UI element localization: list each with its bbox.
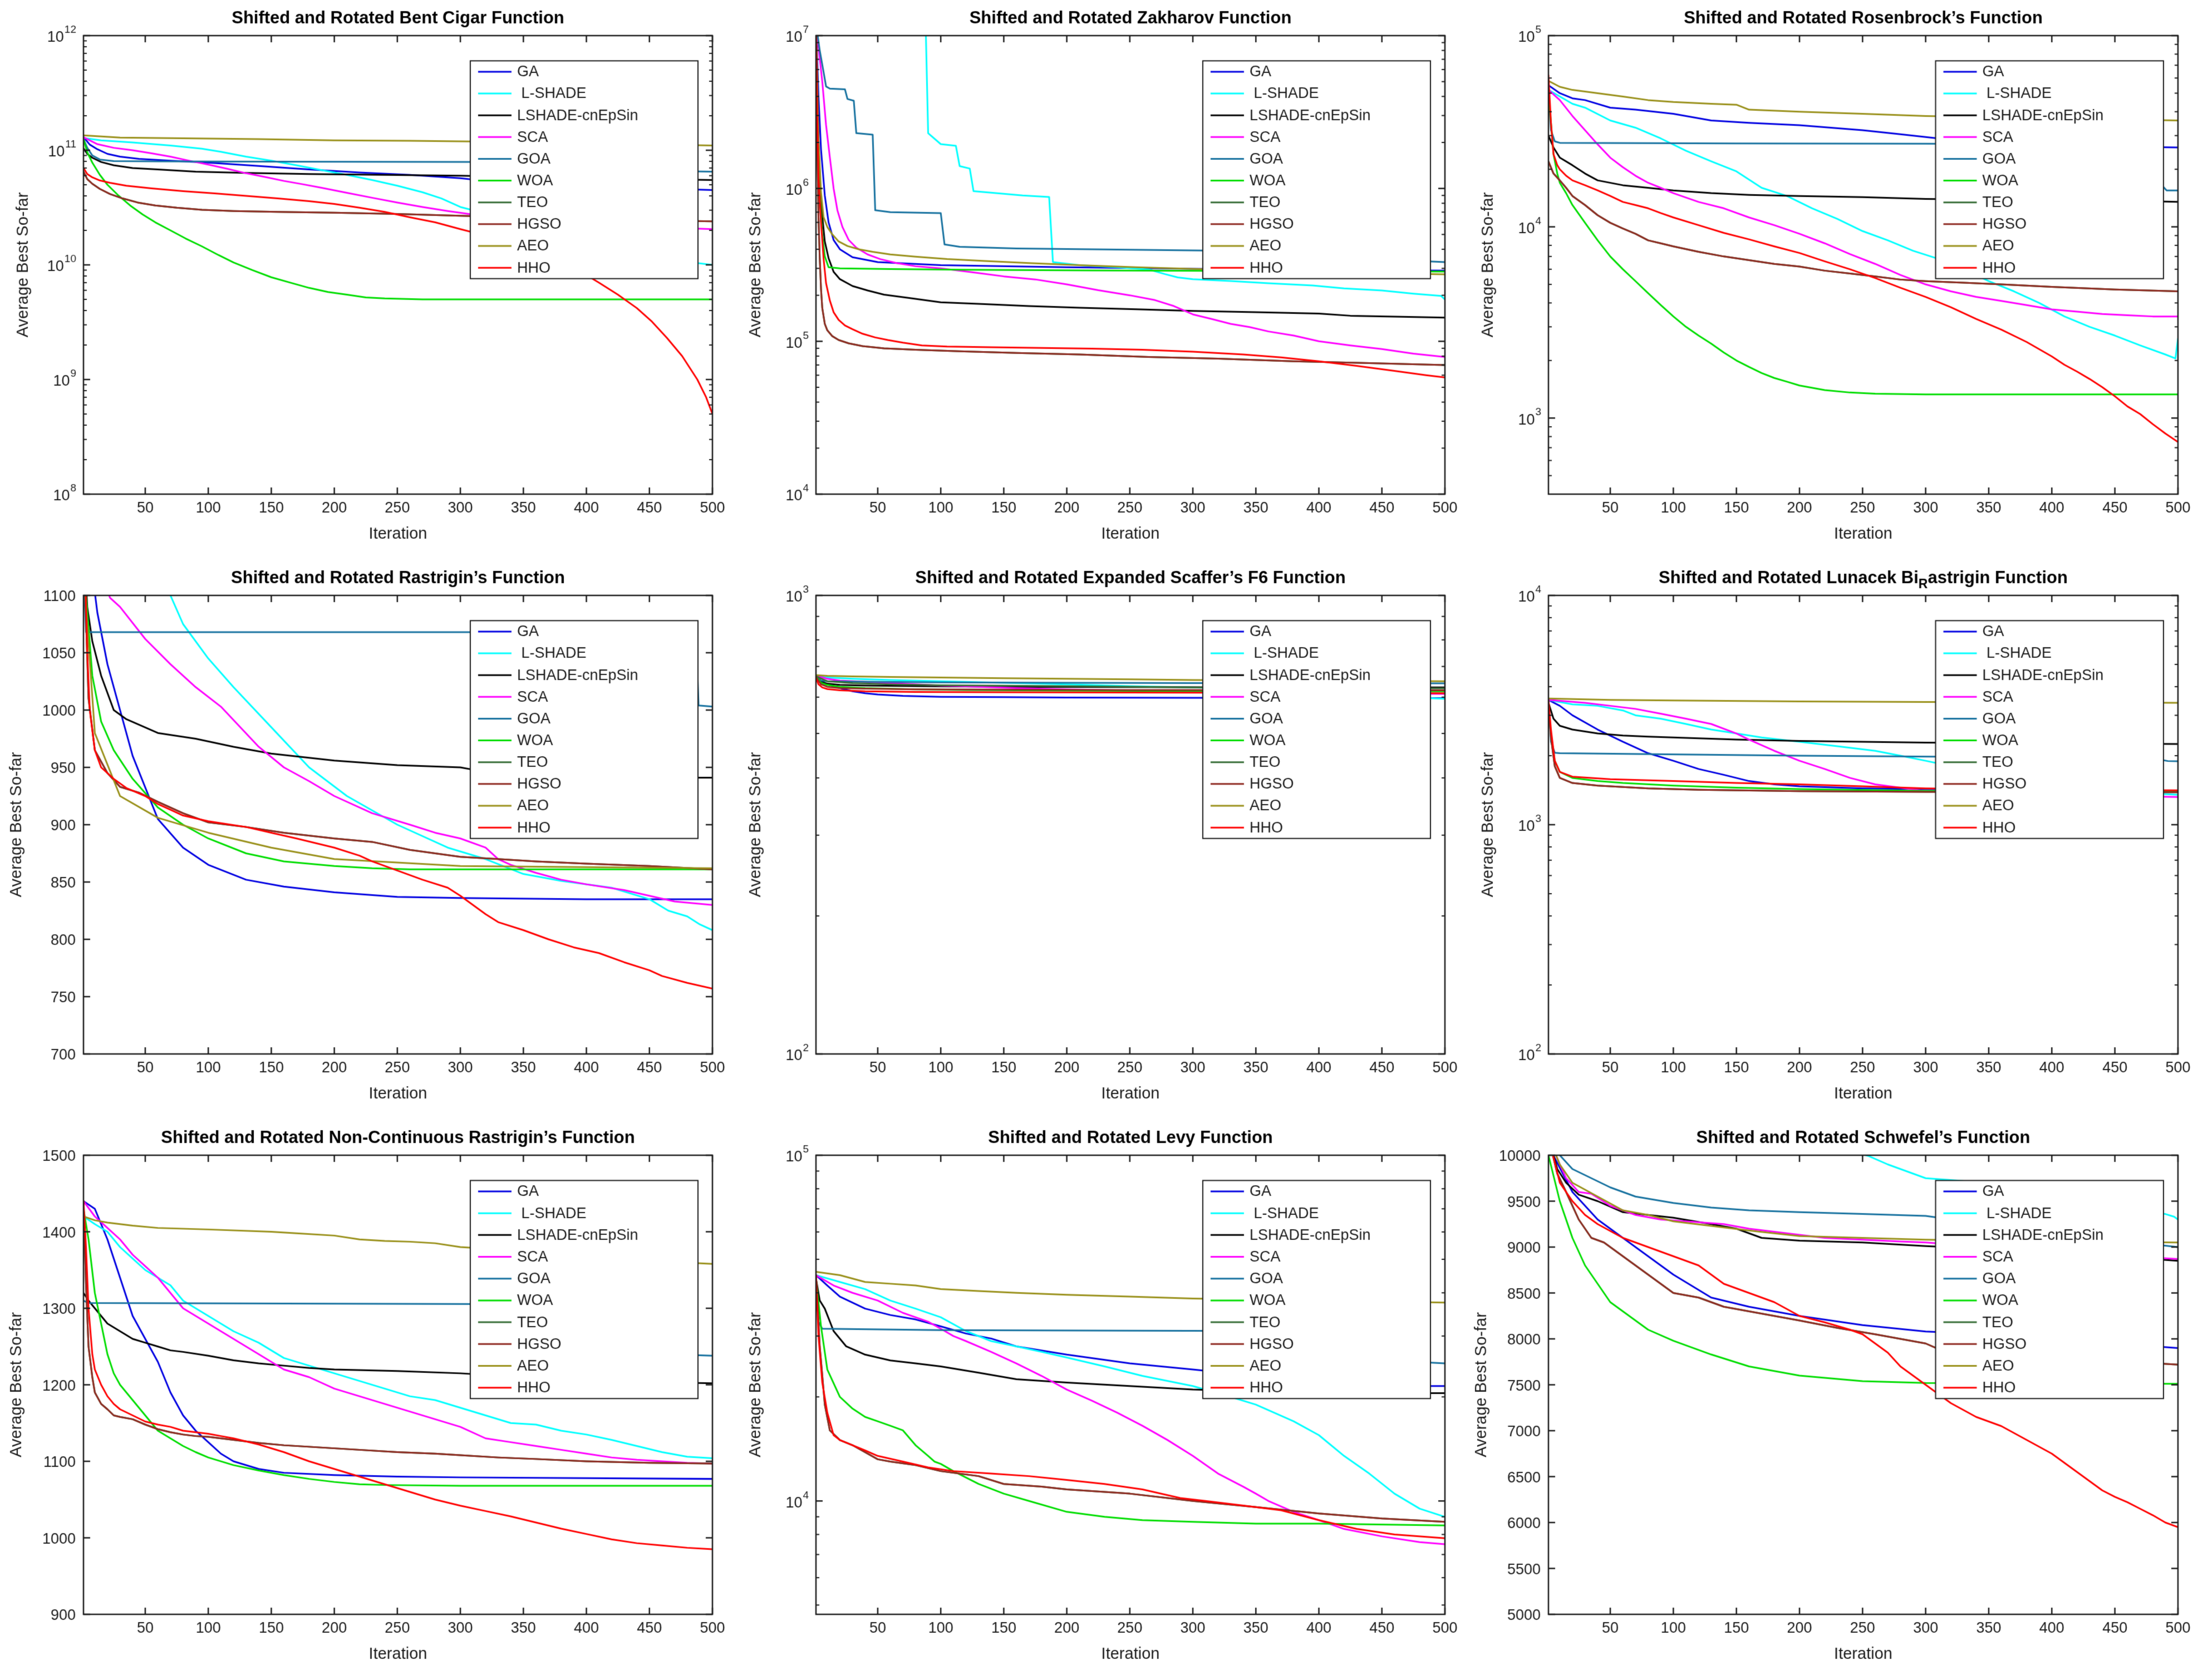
chart-rosenbrock xyxy=(1465,0,2198,560)
chart-rastrigin xyxy=(0,560,732,1120)
chart-non-continuous-rastrigin xyxy=(0,1120,732,1680)
chart-expanded-scaffer-f6 xyxy=(732,560,1465,1120)
chart-levy xyxy=(732,1120,1465,1680)
chart-bent-cigar xyxy=(0,0,732,560)
chart-zakharov xyxy=(732,0,1465,560)
chart-schwefel xyxy=(1465,1120,2198,1680)
chart-lunacek-bi-rastrigin xyxy=(1465,560,2198,1120)
